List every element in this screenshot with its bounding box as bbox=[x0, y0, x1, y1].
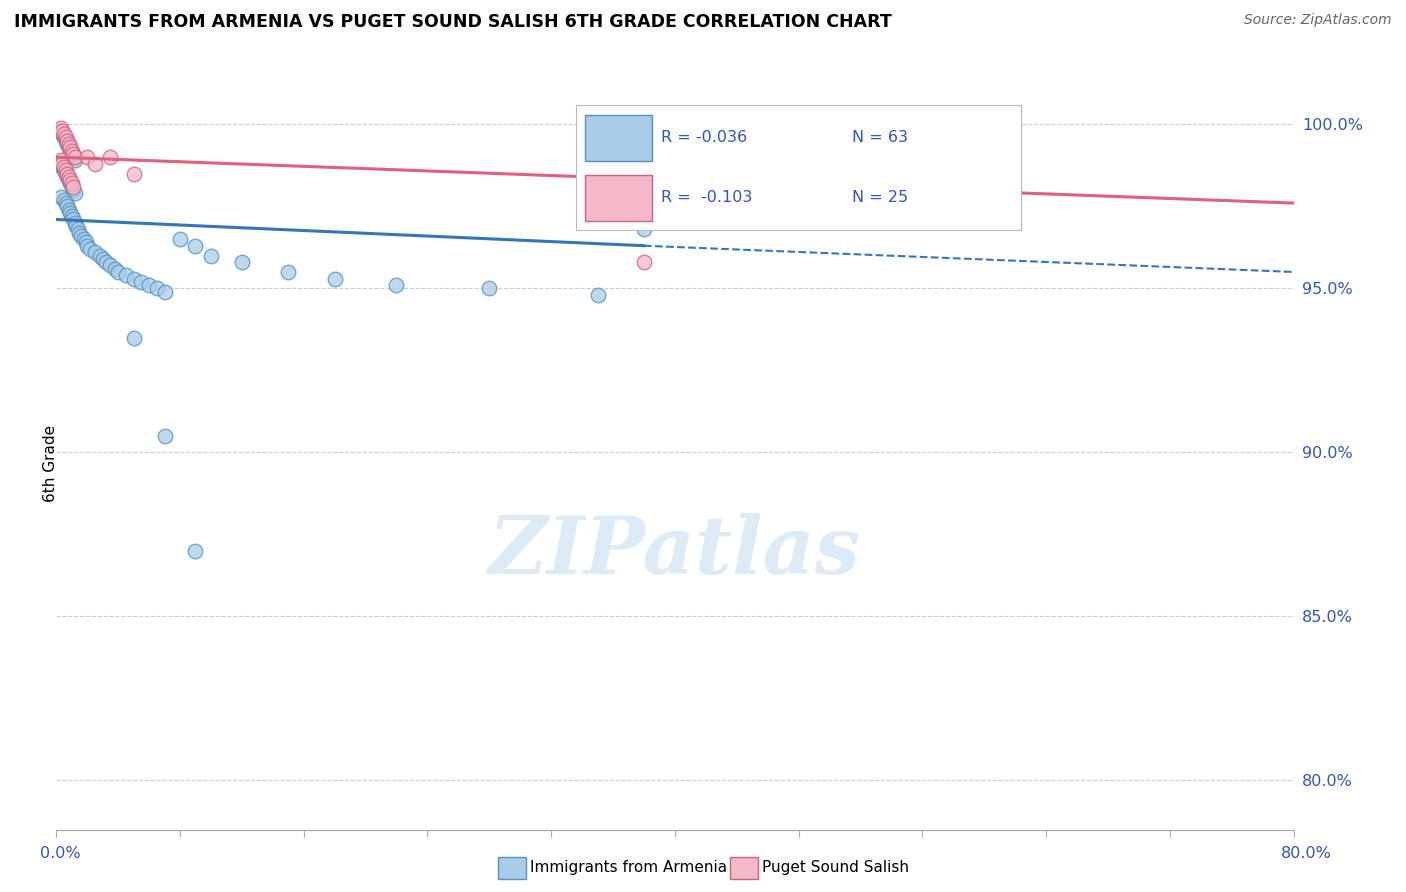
Point bbox=[63, 150, 86, 164]
Point bbox=[76, 238, 98, 252]
Point bbox=[231, 255, 253, 269]
Point bbox=[60, 147, 83, 161]
Point bbox=[59, 206, 82, 220]
Point bbox=[184, 238, 207, 252]
Point bbox=[55, 134, 77, 148]
Text: Immigrants from Armenia: Immigrants from Armenia bbox=[530, 861, 727, 875]
Point bbox=[89, 249, 111, 263]
Point bbox=[122, 167, 145, 181]
Point bbox=[60, 144, 83, 158]
Point bbox=[51, 160, 73, 174]
Text: IMMIGRANTS FROM ARMENIA VS PUGET SOUND SALISH 6TH GRADE CORRELATION CHART: IMMIGRANTS FROM ARMENIA VS PUGET SOUND S… bbox=[14, 13, 891, 31]
Point bbox=[75, 235, 97, 250]
Point bbox=[129, 275, 153, 289]
Point bbox=[385, 278, 408, 293]
Point bbox=[104, 261, 127, 276]
Point bbox=[59, 173, 82, 187]
Point bbox=[49, 157, 72, 171]
Point bbox=[60, 209, 83, 223]
Point bbox=[63, 153, 86, 168]
Point bbox=[58, 202, 80, 217]
Point bbox=[60, 177, 83, 191]
Point bbox=[62, 212, 84, 227]
Point bbox=[478, 281, 501, 295]
Text: 80.0%: 80.0% bbox=[1281, 847, 1331, 861]
Point bbox=[122, 271, 145, 285]
Point bbox=[49, 153, 72, 168]
Point bbox=[58, 136, 80, 151]
Point bbox=[153, 285, 176, 299]
Point bbox=[55, 130, 77, 145]
Point bbox=[56, 169, 79, 184]
Point bbox=[146, 281, 169, 295]
Point bbox=[184, 543, 207, 558]
Point bbox=[56, 136, 79, 151]
Point bbox=[84, 157, 107, 171]
Point bbox=[49, 120, 72, 135]
Point bbox=[62, 147, 84, 161]
Point bbox=[200, 249, 222, 263]
Point bbox=[58, 173, 80, 187]
Point bbox=[849, 179, 872, 194]
Point bbox=[277, 265, 299, 279]
Point bbox=[169, 232, 191, 246]
Point bbox=[62, 183, 84, 197]
Point bbox=[58, 140, 80, 154]
Point bbox=[59, 177, 82, 191]
Point bbox=[73, 232, 96, 246]
Point bbox=[84, 245, 107, 260]
Point bbox=[60, 179, 83, 194]
Point bbox=[62, 150, 84, 164]
Point bbox=[633, 222, 655, 236]
Point bbox=[49, 124, 72, 138]
Point bbox=[114, 268, 138, 283]
Point bbox=[66, 222, 89, 236]
Point bbox=[49, 189, 72, 203]
Point bbox=[51, 127, 73, 141]
Point bbox=[53, 193, 76, 207]
Y-axis label: 6th Grade: 6th Grade bbox=[44, 425, 58, 502]
Point bbox=[53, 127, 76, 141]
Point bbox=[107, 265, 129, 279]
Point bbox=[59, 140, 82, 154]
Point bbox=[56, 167, 79, 181]
Point bbox=[55, 163, 77, 178]
Text: 0.0%: 0.0% bbox=[41, 847, 80, 861]
Point bbox=[56, 199, 79, 213]
Point bbox=[53, 160, 76, 174]
Point bbox=[70, 228, 93, 243]
Point bbox=[59, 144, 82, 158]
Point bbox=[67, 226, 90, 240]
Point bbox=[65, 219, 87, 233]
Point bbox=[94, 255, 117, 269]
Point bbox=[58, 169, 80, 184]
Point bbox=[55, 167, 77, 181]
Point bbox=[53, 163, 76, 178]
Text: ZIPatlas: ZIPatlas bbox=[489, 513, 860, 591]
Text: Puget Sound Salish: Puget Sound Salish bbox=[762, 861, 910, 875]
Point bbox=[323, 271, 346, 285]
Point bbox=[153, 429, 176, 443]
Point bbox=[79, 242, 101, 256]
Point bbox=[62, 179, 84, 194]
Point bbox=[63, 216, 86, 230]
Point bbox=[98, 259, 122, 273]
Point bbox=[53, 130, 76, 145]
Point bbox=[633, 255, 655, 269]
Point bbox=[51, 124, 73, 138]
Point bbox=[55, 196, 77, 211]
Point bbox=[122, 330, 145, 344]
Point bbox=[138, 278, 160, 293]
Point bbox=[56, 134, 79, 148]
Point bbox=[63, 186, 86, 201]
Point bbox=[76, 150, 98, 164]
Point bbox=[51, 157, 73, 171]
Point bbox=[91, 252, 114, 266]
Point bbox=[98, 150, 122, 164]
Point bbox=[586, 288, 609, 302]
Text: Source: ZipAtlas.com: Source: ZipAtlas.com bbox=[1244, 13, 1392, 28]
